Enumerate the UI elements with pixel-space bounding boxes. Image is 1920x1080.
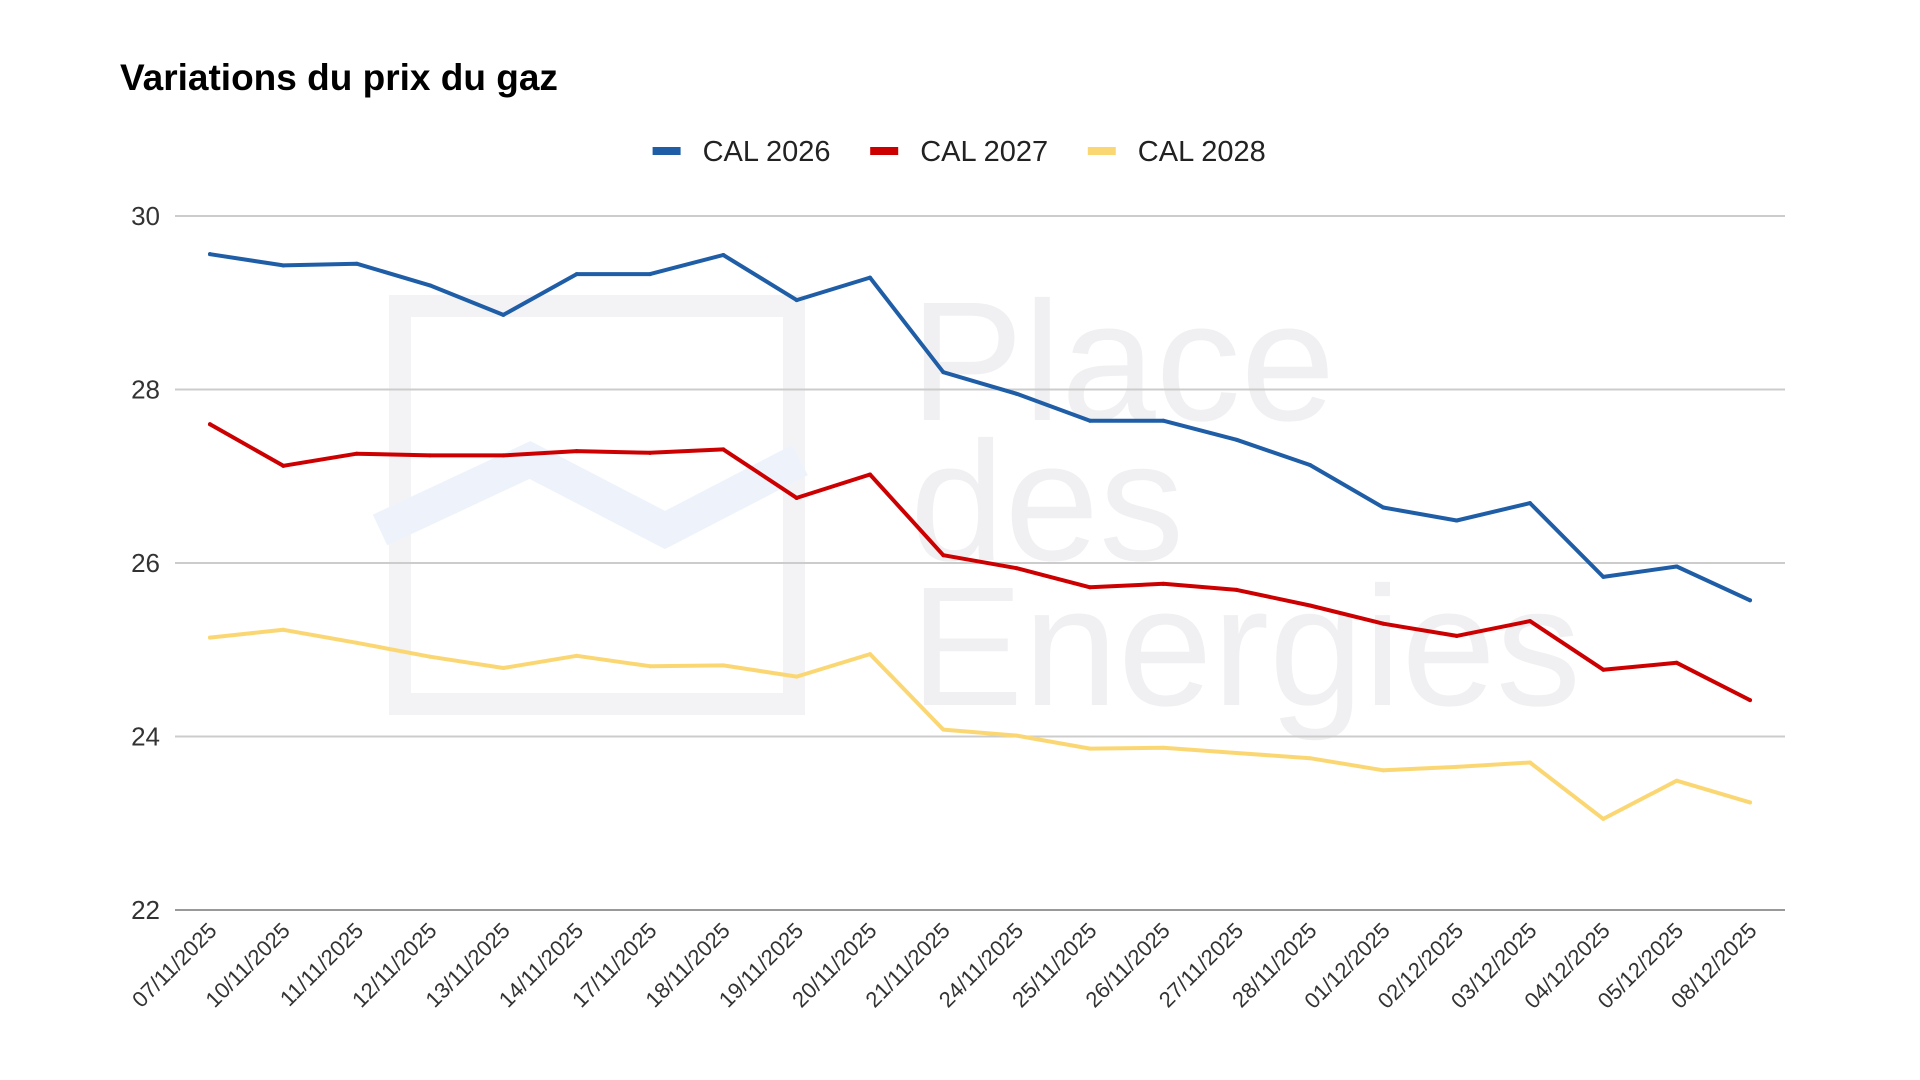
data-point-cal-2026 <box>1674 564 1679 569</box>
data-point-cal-2028 <box>1454 764 1459 769</box>
data-point-cal-2027 <box>1674 660 1679 665</box>
data-point-cal-2026 <box>868 275 872 280</box>
series-line-cal-2027 <box>208 422 1752 703</box>
data-point-cal-2026 <box>1308 462 1312 467</box>
data-point-cal-2026 <box>574 272 579 277</box>
data-point-cal-2027 <box>208 422 212 427</box>
data-point-cal-2027 <box>1161 581 1166 586</box>
data-point-cal-2027 <box>281 463 286 468</box>
data-point-cal-2027 <box>354 451 359 456</box>
watermark-logo: Place des Energies <box>372 267 1581 742</box>
watermark-line-1: Place <box>910 267 1335 457</box>
data-point-cal-2026 <box>1748 598 1752 603</box>
chart-legend: CAL 2026 CAL 2027 CAL 2028 <box>652 136 1266 168</box>
data-point-cal-2028 <box>1674 778 1679 783</box>
data-point-cal-2028 <box>1088 746 1092 751</box>
data-point-cal-2026 <box>501 312 506 317</box>
y-tick-label: 22 <box>131 895 160 925</box>
data-point-cal-2027 <box>794 495 799 500</box>
y-axis: 22 24 26 28 30 <box>131 201 160 925</box>
data-point-cal-2028 <box>1748 800 1752 805</box>
data-point-cal-2028 <box>281 627 286 632</box>
data-point-cal-2027 <box>574 449 579 454</box>
legend-label: CAL 2026 <box>703 136 831 168</box>
data-point-cal-2028 <box>1601 816 1606 821</box>
data-point-cal-2027 <box>868 472 872 477</box>
data-point-cal-2027 <box>648 450 652 455</box>
data-point-cal-2027 <box>501 453 506 458</box>
data-point-cal-2027 <box>1088 585 1092 590</box>
data-point-cal-2028 <box>648 664 652 669</box>
data-point-cal-2026 <box>1528 501 1532 506</box>
data-point-cal-2026 <box>941 370 946 375</box>
data-point-cal-2026 <box>1234 437 1239 442</box>
data-point-cal-2028 <box>574 653 579 658</box>
data-point-cal-2027 <box>1748 698 1752 703</box>
data-point-cal-2028 <box>501 665 506 670</box>
data-point-cal-2026 <box>1088 418 1092 423</box>
legend-label: CAL 2028 <box>1138 136 1266 168</box>
data-point-cal-2028 <box>354 640 359 645</box>
legend-swatch <box>870 147 899 155</box>
legend-item-cal-2026: CAL 2026 <box>652 136 831 168</box>
y-tick-label: 26 <box>131 548 160 578</box>
chart-series <box>208 252 1752 821</box>
data-point-cal-2028 <box>428 654 432 659</box>
data-point-cal-2027 <box>1381 621 1386 626</box>
data-point-cal-2027 <box>1454 633 1459 638</box>
chart-title: Variations du prix du gaz <box>120 57 558 98</box>
watermark-line-3: Energies <box>910 552 1581 742</box>
data-point-cal-2026 <box>1014 391 1019 396</box>
data-point-cal-2028 <box>1381 768 1386 773</box>
data-point-cal-2028 <box>868 652 872 657</box>
data-point-cal-2027 <box>941 553 946 558</box>
watermark-chevron <box>372 441 808 550</box>
data-point-cal-2026 <box>208 252 212 257</box>
data-point-cal-2026 <box>428 283 432 288</box>
data-point-cal-2027 <box>428 453 432 458</box>
legend-item-cal-2028: CAL 2028 <box>1087 136 1266 168</box>
data-point-cal-2027 <box>1234 587 1239 592</box>
data-point-cal-2028 <box>794 674 799 679</box>
y-tick-label: 24 <box>131 722 160 752</box>
data-point-cal-2027 <box>1014 566 1019 571</box>
data-point-cal-2027 <box>1601 667 1606 672</box>
series-line-cal-2026 <box>208 252 1752 603</box>
data-point-cal-2028 <box>1014 733 1019 738</box>
legend-swatch <box>1087 147 1116 155</box>
legend-swatch <box>652 147 681 155</box>
data-point-cal-2026 <box>794 298 799 303</box>
data-point-cal-2026 <box>354 261 359 266</box>
series-line-cal-2028 <box>208 627 1752 821</box>
y-tick-label: 28 <box>131 375 160 405</box>
data-point-cal-2028 <box>208 635 212 640</box>
data-point-cal-2028 <box>1161 745 1166 750</box>
x-axis: 07/11/202510/11/202511/11/202512/11/2025… <box>127 918 1761 1014</box>
data-point-cal-2026 <box>1381 505 1386 510</box>
data-point-cal-2028 <box>1308 756 1312 761</box>
data-point-cal-2026 <box>1161 418 1166 423</box>
data-point-cal-2027 <box>1308 603 1312 608</box>
legend-label: CAL 2027 <box>920 136 1048 168</box>
data-point-cal-2028 <box>721 663 726 668</box>
data-point-cal-2026 <box>1601 574 1606 579</box>
data-point-cal-2027 <box>721 447 726 452</box>
watermark-line-2: des <box>910 407 1184 597</box>
data-point-cal-2028 <box>1234 750 1239 755</box>
data-point-cal-2027 <box>1528 619 1532 624</box>
y-tick-label: 30 <box>131 201 160 231</box>
data-point-cal-2026 <box>281 263 286 268</box>
data-point-cal-2026 <box>648 272 652 277</box>
data-point-cal-2026 <box>1454 518 1459 523</box>
legend-item-cal-2027: CAL 2027 <box>870 136 1048 168</box>
data-point-cal-2028 <box>1528 760 1532 765</box>
data-point-cal-2028 <box>941 727 946 732</box>
data-point-cal-2026 <box>721 253 726 258</box>
